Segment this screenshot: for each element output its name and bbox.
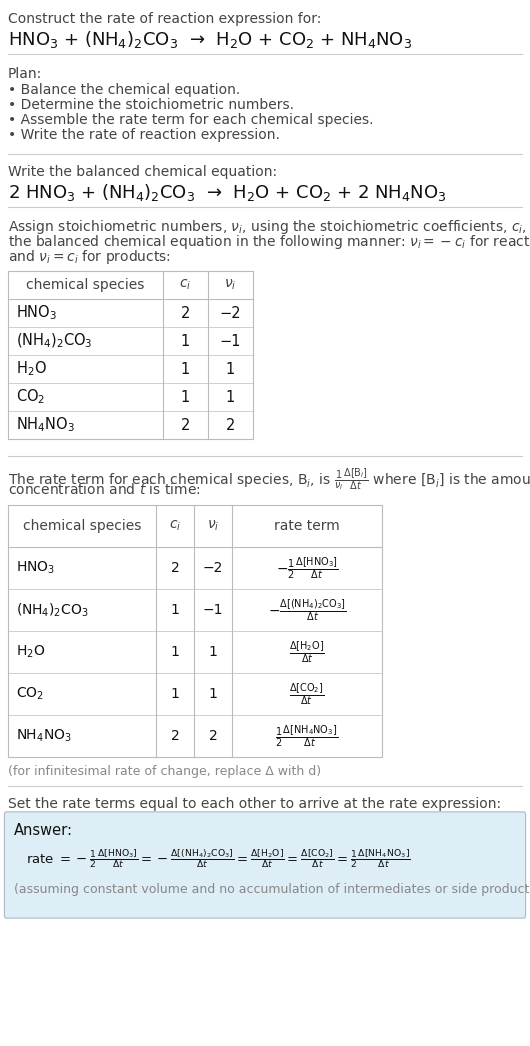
Text: concentration and $t$ is time:: concentration and $t$ is time: — [8, 482, 201, 497]
Text: H$_2$O: H$_2$O — [16, 360, 47, 379]
Text: 2 HNO$_3$ + (NH$_4$)$_2$CO$_3$  →  H$_2$O + CO$_2$ + 2 NH$_4$NO$_3$: 2 HNO$_3$ + (NH$_4$)$_2$CO$_3$ → H$_2$O … — [8, 182, 447, 203]
Text: HNO$_3$ + (NH$_4$)$_2$CO$_3$  →  H$_2$O + CO$_2$ + NH$_4$NO$_3$: HNO$_3$ + (NH$_4$)$_2$CO$_3$ → H$_2$O + … — [8, 29, 412, 50]
Text: 1: 1 — [171, 645, 180, 659]
Text: • Assemble the rate term for each chemical species.: • Assemble the rate term for each chemic… — [8, 113, 374, 127]
Text: −2: −2 — [203, 561, 223, 575]
Text: CO$_2$: CO$_2$ — [16, 388, 45, 406]
Text: $c_i$: $c_i$ — [179, 278, 192, 292]
Text: −2: −2 — [220, 305, 241, 320]
Text: $-\frac{\Delta[(\mathrm{NH_4})_2\mathrm{CO_3}]}{\Delta t}$: $-\frac{\Delta[(\mathrm{NH_4})_2\mathrm{… — [268, 597, 346, 622]
Text: 1: 1 — [226, 362, 235, 377]
Text: 1: 1 — [181, 334, 190, 348]
Text: 1: 1 — [181, 389, 190, 405]
Bar — [8, 505, 382, 757]
Text: Answer:: Answer: — [14, 823, 73, 838]
Text: (for infinitesimal rate of change, replace Δ with d): (for infinitesimal rate of change, repla… — [8, 765, 321, 778]
Text: −1: −1 — [203, 602, 223, 617]
Text: chemical species: chemical species — [26, 278, 145, 292]
Text: (assuming constant volume and no accumulation of intermediates or side products): (assuming constant volume and no accumul… — [14, 883, 530, 896]
Text: $\frac{\Delta[\mathrm{H_2O}]}{\Delta t}$: $\frac{\Delta[\mathrm{H_2O}]}{\Delta t}$ — [289, 639, 325, 665]
Text: NH$_4$NO$_3$: NH$_4$NO$_3$ — [16, 728, 72, 744]
Text: 1: 1 — [171, 687, 180, 701]
Text: The rate term for each chemical species, B$_i$, is $\frac{1}{\nu_i}\frac{\Delta[: The rate term for each chemical species,… — [8, 467, 530, 493]
Text: and $\nu_i = c_i$ for products:: and $\nu_i = c_i$ for products: — [8, 248, 171, 266]
FancyBboxPatch shape — [4, 812, 526, 918]
Text: rate $= -\frac{1}{2}\frac{\Delta[\mathrm{HNO_3}]}{\Delta t} = -\frac{\Delta[(\ma: rate $= -\frac{1}{2}\frac{\Delta[\mathrm… — [26, 847, 411, 870]
Text: HNO$_3$: HNO$_3$ — [16, 560, 55, 576]
Text: 2: 2 — [171, 729, 179, 743]
Text: chemical species: chemical species — [23, 519, 141, 533]
Text: $\frac{\Delta[\mathrm{CO_2}]}{\Delta t}$: $\frac{\Delta[\mathrm{CO_2}]}{\Delta t}$ — [289, 681, 325, 707]
Text: Assign stoichiometric numbers, $\nu_i$, using the stoichiometric coefficients, $: Assign stoichiometric numbers, $\nu_i$, … — [8, 218, 530, 236]
Text: Construct the rate of reaction expression for:: Construct the rate of reaction expressio… — [8, 12, 321, 26]
Text: $\nu_i$: $\nu_i$ — [224, 278, 237, 292]
Text: 1: 1 — [209, 687, 217, 701]
Text: • Determine the stoichiometric numbers.: • Determine the stoichiometric numbers. — [8, 98, 294, 112]
Text: 2: 2 — [181, 305, 190, 320]
Text: Set the rate terms equal to each other to arrive at the rate expression:: Set the rate terms equal to each other t… — [8, 797, 501, 811]
Text: CO$_2$: CO$_2$ — [16, 686, 44, 702]
Text: Plan:: Plan: — [8, 67, 42, 81]
Text: rate term: rate term — [274, 519, 340, 533]
Text: 2: 2 — [171, 561, 179, 575]
Text: 2: 2 — [226, 417, 235, 432]
Text: $\frac{1}{2}\frac{\Delta[\mathrm{NH_4NO_3}]}{\Delta t}$: $\frac{1}{2}\frac{\Delta[\mathrm{NH_4NO_… — [276, 723, 339, 749]
Text: 1: 1 — [171, 602, 180, 617]
Text: (NH$_4$)$_2$CO$_3$: (NH$_4$)$_2$CO$_3$ — [16, 601, 89, 618]
Text: the balanced chemical equation in the following manner: $\nu_i = -c_i$ for react: the balanced chemical equation in the fo… — [8, 233, 530, 251]
Text: HNO$_3$: HNO$_3$ — [16, 303, 57, 322]
Text: $\nu_i$: $\nu_i$ — [207, 519, 219, 533]
Text: −1: −1 — [220, 334, 241, 348]
Text: 1: 1 — [209, 645, 217, 659]
Text: (NH$_4$)$_2$CO$_3$: (NH$_4$)$_2$CO$_3$ — [16, 332, 93, 350]
Text: Write the balanced chemical equation:: Write the balanced chemical equation: — [8, 165, 277, 179]
Text: $c_i$: $c_i$ — [169, 519, 181, 533]
Text: 1: 1 — [226, 389, 235, 405]
Text: • Balance the chemical equation.: • Balance the chemical equation. — [8, 83, 240, 97]
Bar — [8, 271, 253, 439]
Text: $-\frac{1}{2}\frac{\Delta[\mathrm{HNO_3}]}{\Delta t}$: $-\frac{1}{2}\frac{\Delta[\mathrm{HNO_3}… — [276, 555, 338, 581]
Text: 1: 1 — [181, 362, 190, 377]
Text: 2: 2 — [209, 729, 217, 743]
Text: • Write the rate of reaction expression.: • Write the rate of reaction expression. — [8, 128, 280, 142]
Text: NH$_4$NO$_3$: NH$_4$NO$_3$ — [16, 415, 75, 434]
Text: H$_2$O: H$_2$O — [16, 643, 45, 660]
Text: 2: 2 — [181, 417, 190, 432]
